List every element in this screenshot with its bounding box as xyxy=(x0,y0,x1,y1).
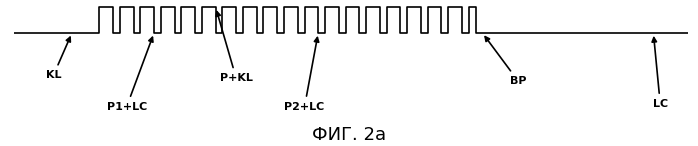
Text: LC: LC xyxy=(652,38,668,109)
Text: ФИГ. 2a: ФИГ. 2a xyxy=(312,126,386,144)
Text: BP: BP xyxy=(485,37,526,86)
Text: P2+LC: P2+LC xyxy=(284,38,325,112)
Text: P1+LC: P1+LC xyxy=(107,37,153,112)
Text: P+KL: P+KL xyxy=(216,12,253,83)
Text: KL: KL xyxy=(46,37,70,80)
